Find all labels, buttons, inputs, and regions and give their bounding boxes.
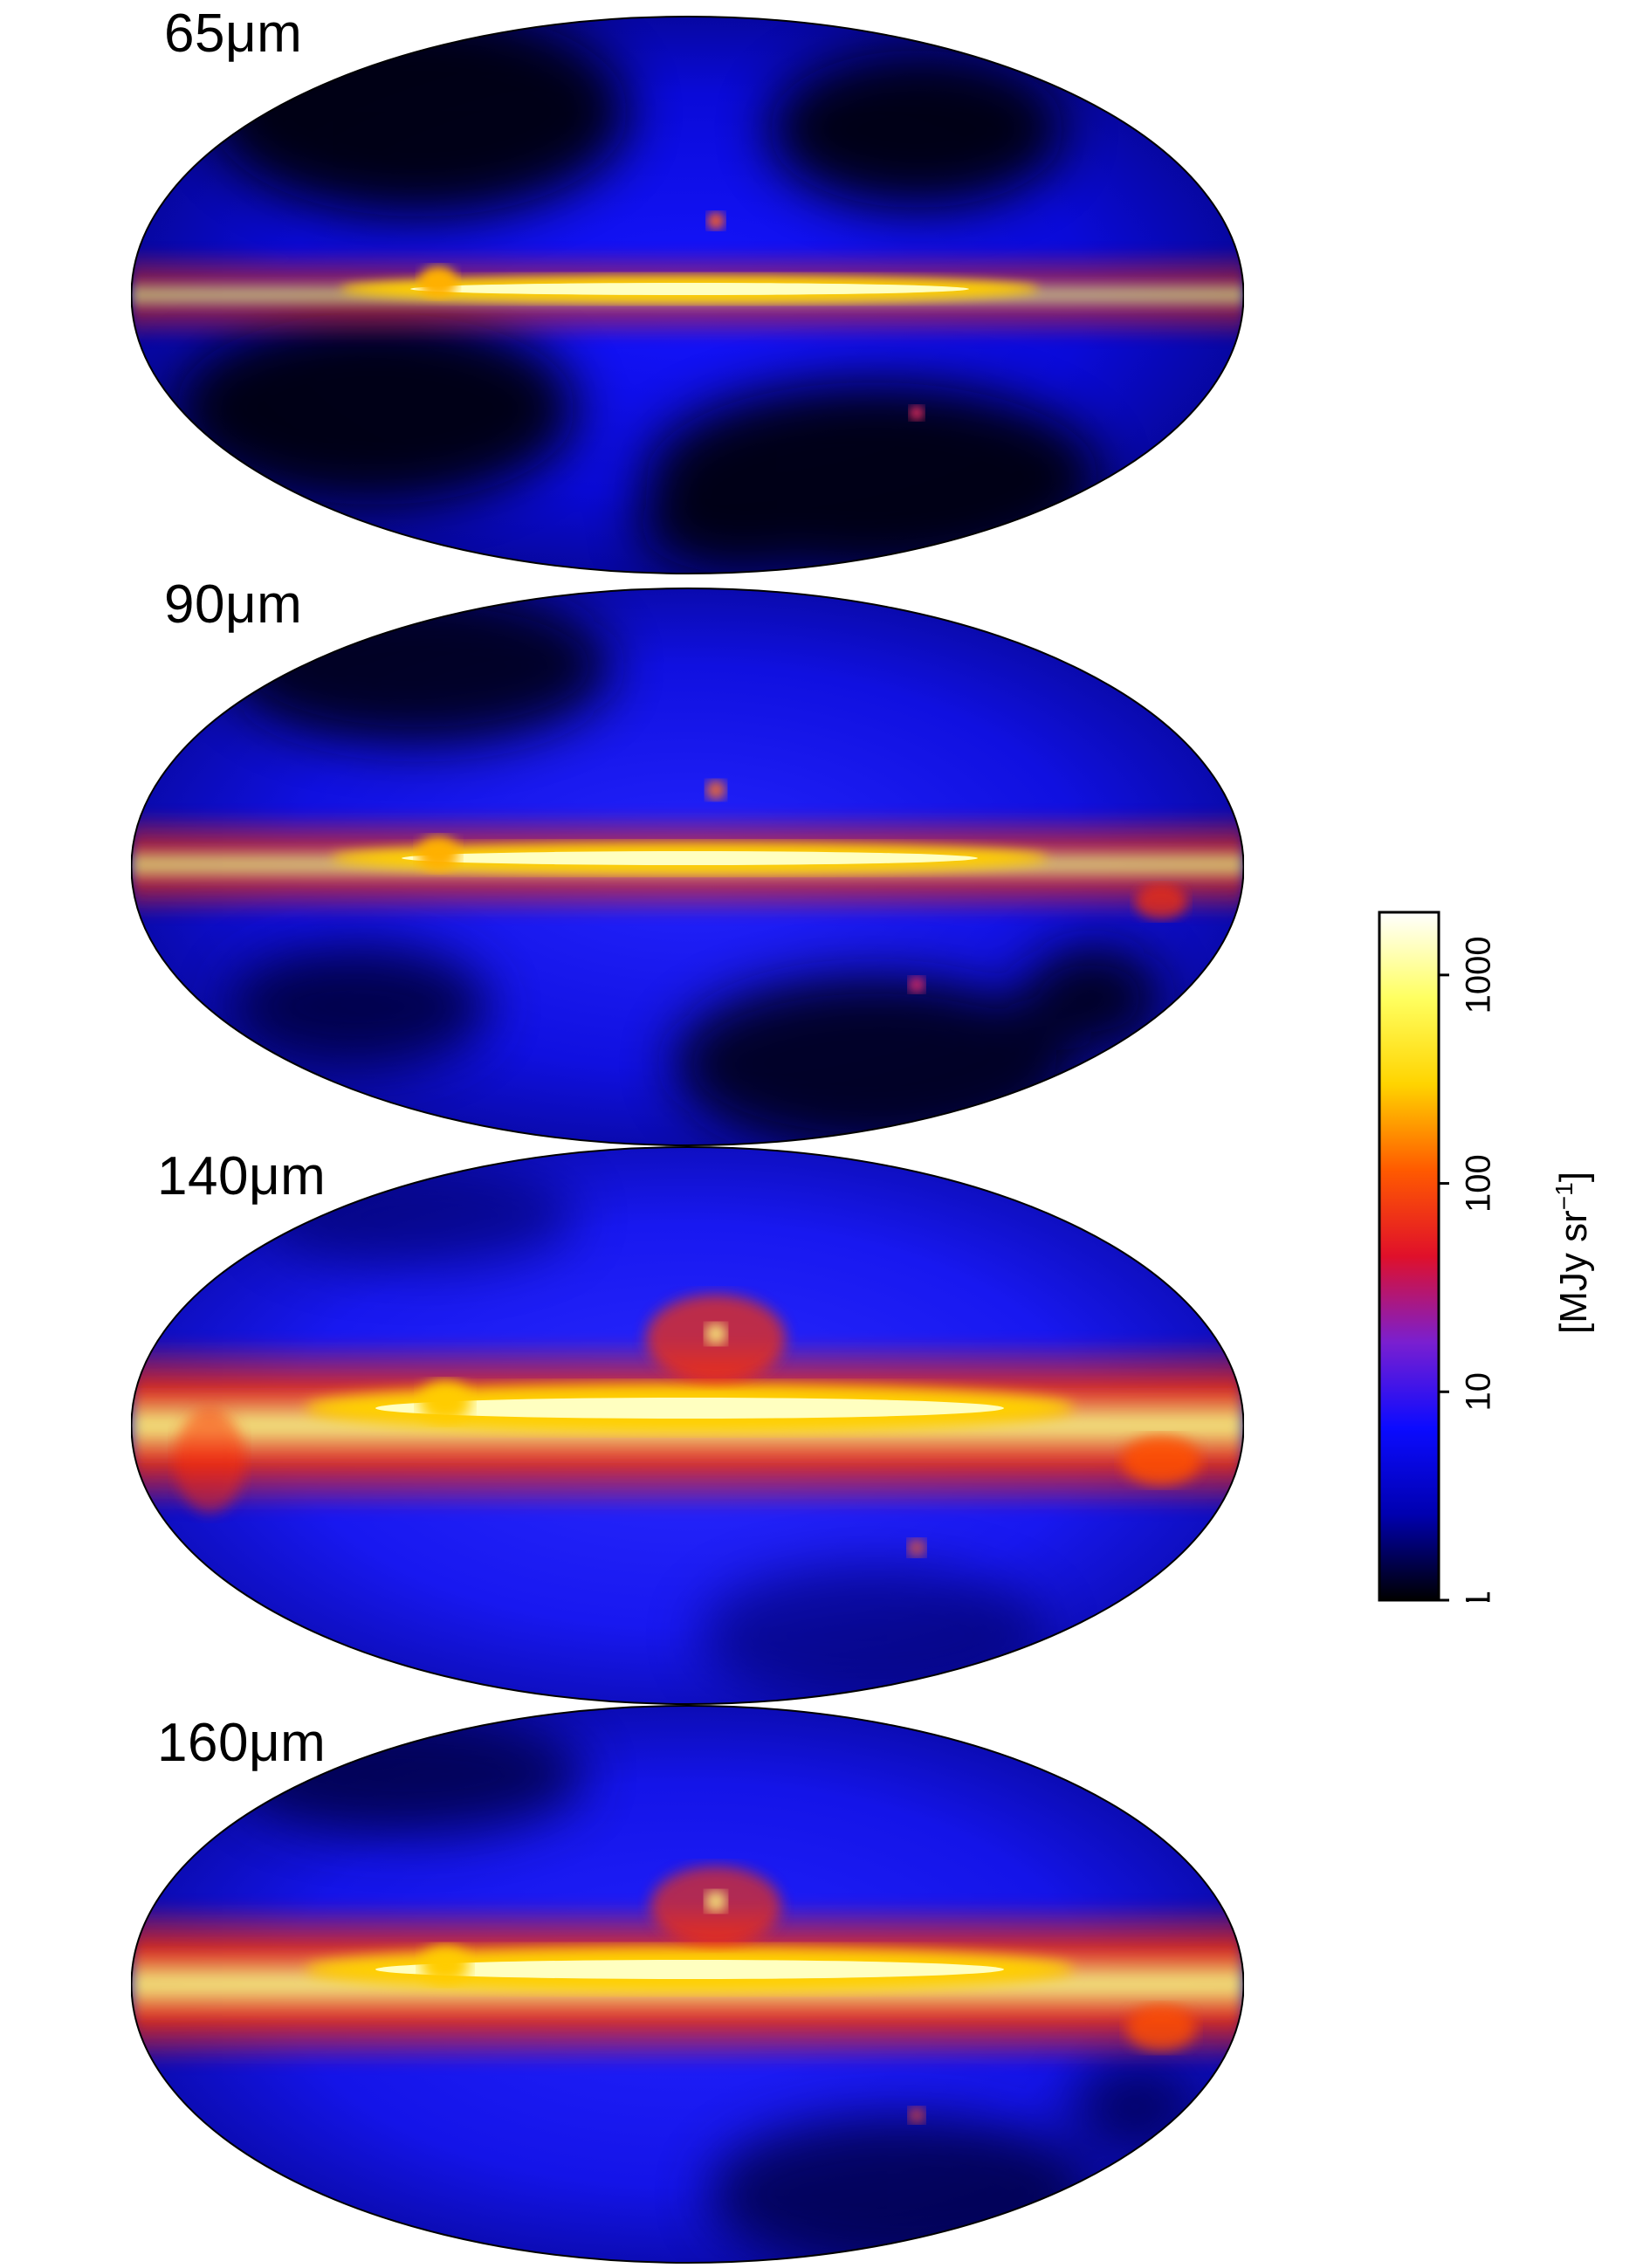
colorbar-tick-label-1: 1 <box>1460 1591 1498 1602</box>
colorbar-tick-label-10: 10 <box>1460 1372 1498 1412</box>
map-svg <box>131 1146 1244 1705</box>
map-label-140: 140μm <box>157 1146 327 1206</box>
map-label-160: 160μm <box>157 1713 327 1773</box>
colorbar-gradient <box>1378 911 1440 1602</box>
all-sky-map-160um <box>131 1705 1244 2264</box>
map-label-65: 65μm <box>164 3 303 64</box>
galactic-plane <box>131 1295 1244 1557</box>
colorbar: 1 10 100 1000 <box>1378 911 1578 1610</box>
colorbar-units: [MJy sr−1] <box>1547 1172 1599 1334</box>
colorbar-tick-label-1000: 1000 <box>1460 936 1498 1014</box>
colorbar-ticks <box>1439 973 1449 1602</box>
map-svg <box>131 588 1244 1146</box>
colorbar-unit-close: ] <box>1551 1172 1595 1183</box>
colorbar-unit-main: [MJy sr <box>1551 1210 1595 1334</box>
colorbar-tick-label-100: 100 <box>1460 1154 1498 1213</box>
colorbar-unit-sup: −1 <box>1550 1182 1578 1211</box>
galactic-plane <box>131 1866 1244 2123</box>
all-sky-map-140um <box>131 1146 1244 1705</box>
galactic-plane <box>131 212 1244 420</box>
map-label-90: 90μm <box>164 574 303 635</box>
map-svg <box>131 16 1244 574</box>
all-sky-map-65um <box>131 16 1244 574</box>
all-sky-map-90um <box>131 588 1244 1146</box>
map-svg <box>131 1705 1244 2264</box>
colorbar-svg: 1 10 100 1000 <box>1378 911 1498 1610</box>
galactic-plane <box>131 780 1244 993</box>
